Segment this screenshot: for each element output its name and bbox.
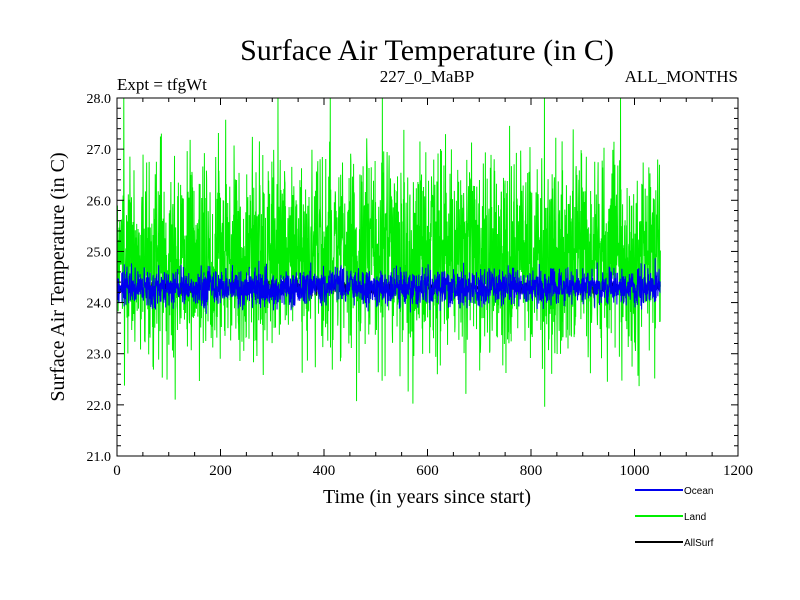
x-axis-label: Time (in years since start): [323, 486, 531, 508]
y-tick-label: 21.0: [87, 450, 112, 465]
legend: Ocean Land AllSurf: [635, 486, 714, 549]
y-tick-label: 25.0: [87, 245, 112, 260]
x-tick-label: 800: [520, 463, 543, 479]
x-tick-label: 200: [209, 463, 232, 479]
x-tick-label: 0: [113, 463, 121, 479]
y-axis: 21.0 22.0 23.0 24.0 25.0 26.0 27.0 28.0: [87, 92, 738, 465]
plot-area: [116, 97, 661, 407]
period-label: 227_0_MaBP: [380, 67, 474, 86]
x-axis: 0 200 400 600 800 1000 1200: [113, 98, 753, 479]
legend-label: AllSurf: [684, 538, 714, 549]
y-tick-label: 22.0: [87, 399, 112, 414]
legend-label: Ocean: [684, 486, 713, 497]
x-tick-label: 400: [313, 463, 336, 479]
legend-label: Land: [684, 512, 706, 523]
y-tick-label: 28.0: [87, 92, 112, 107]
series-line-land: [116, 97, 661, 407]
series-line-ocean: [116, 258, 661, 314]
chart-title: Surface Air Temperature (in C): [240, 34, 614, 67]
y-tick-label: 27.0: [87, 143, 112, 158]
months-label: ALL_MONTHS: [625, 67, 738, 86]
y-tick-label: 23.0: [87, 348, 112, 363]
x-tick-label: 1200: [723, 463, 753, 479]
x-tick-label: 600: [416, 463, 439, 479]
experiment-label: Expt = tfgWt: [117, 75, 207, 94]
y-tick-label: 24.0: [87, 297, 112, 312]
y-tick-label: 26.0: [87, 194, 112, 209]
series-layer: [116, 97, 661, 407]
x-tick-label: 1000: [620, 463, 650, 479]
y-axis-label: Surface Air Temperature (in C): [47, 152, 69, 401]
